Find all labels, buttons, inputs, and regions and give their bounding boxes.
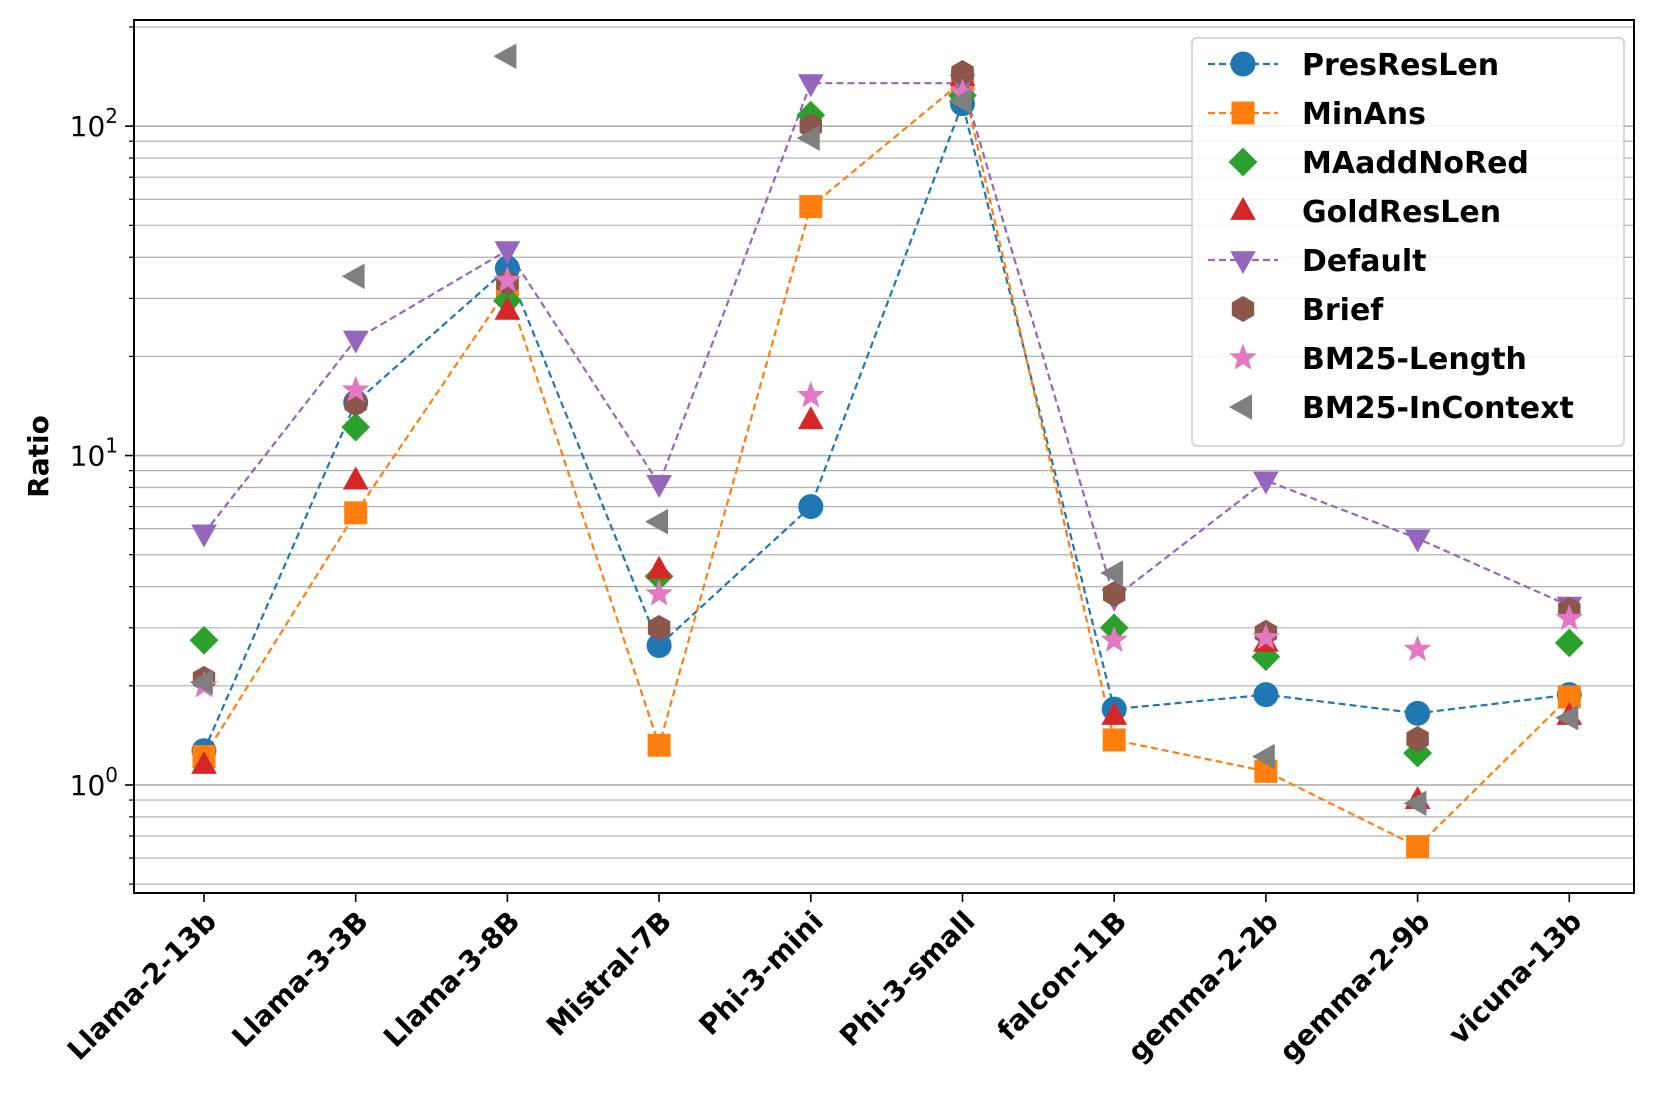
series-line-minans <box>203 79 1571 848</box>
point-bm25-length-llama-3-3b <box>341 375 370 402</box>
point-bm25-length-phi-3-mini <box>797 381 825 408</box>
legend-label: BM25-Length <box>1302 342 1527 377</box>
point-bm25-length-falcon-11b <box>1100 625 1128 652</box>
legend-label: MinAns <box>1302 97 1426 132</box>
legend-item-presreslen: PresResLen <box>1208 48 1499 83</box>
markers <box>189 43 1584 859</box>
point-maaddnored-vicuna-13b <box>1554 628 1584 658</box>
plot-frame <box>133 19 1635 894</box>
point-minans-falcon-11b <box>1102 728 1126 752</box>
point-goldreslen-llama-3-8b <box>494 296 521 320</box>
point-goldreslen-mistral-7b <box>646 555 672 579</box>
point-minans-mistral-7b <box>647 733 671 757</box>
point-goldreslen-llama-2-13b <box>191 750 217 774</box>
point-default-llama-2-13b <box>191 524 217 548</box>
y-tick-label: 102 <box>70 104 118 143</box>
point-bm25-incontext-gemma-2-9b <box>1403 790 1427 817</box>
legend-item-bm25-incontext: BM25-InContext <box>1228 391 1574 426</box>
legend-marker-goldreslen <box>1230 196 1256 220</box>
point-presreslen-phi-3-mini <box>798 494 824 520</box>
legend-item-maaddnored: MAaddNoRed <box>1228 146 1529 181</box>
point-bm25-incontext-llama-3-3b <box>341 263 365 290</box>
y-axis-ticks: 100 101 102 <box>70 26 134 885</box>
point-goldreslen-phi-3-mini <box>797 406 824 430</box>
point-bm25-length-mistral-7b <box>645 579 673 606</box>
point-bm25-length-gemma-2-9b <box>1403 634 1432 662</box>
point-minans-phi-3-mini <box>799 195 823 219</box>
point-bm25-incontext-mistral-7b <box>645 508 668 535</box>
point-minans-llama-3-3b <box>344 501 368 525</box>
legend-label: Brief <box>1302 293 1384 328</box>
legend-marker-minans <box>1231 101 1255 125</box>
legend-item-brief: Brief <box>1231 293 1384 328</box>
point-brief-gemma-2-9b <box>1406 726 1429 752</box>
legend-item-minans: MinAns <box>1208 97 1426 132</box>
point-default-gemma-2-2b <box>1253 471 1279 495</box>
legend-item-bm25-length: BM25-Length <box>1229 342 1527 377</box>
series-line-default <box>203 82 1570 607</box>
legend-label: GoldResLen <box>1302 195 1501 230</box>
legend-label: PresResLen <box>1302 48 1499 83</box>
legend-item-default: Default <box>1208 244 1427 279</box>
legend-marker-bm25-incontext <box>1228 394 1252 420</box>
y-axis-label: Ratio <box>22 415 55 498</box>
point-bm25-incontext-vicuna-13b <box>1555 704 1579 731</box>
point-default-llama-3-3b <box>342 330 369 354</box>
point-bm25-length-vicuna-13b <box>1555 604 1584 631</box>
legend-marker-default <box>1230 251 1256 275</box>
point-maaddnored-gemma-2-9b <box>1403 738 1433 768</box>
legend-box <box>1191 37 1625 447</box>
point-minans-gemma-2-9b <box>1406 835 1430 859</box>
point-bm25-incontext-gemma-2-2b <box>1251 743 1275 770</box>
point-default-phi-3-mini <box>797 74 824 98</box>
point-goldreslen-falcon-11b <box>1101 701 1128 725</box>
legend: PresResLen MinAns MAaddNoRed GoldResLen Defa… <box>1191 37 1625 447</box>
point-default-mistral-7b <box>646 475 672 499</box>
point-maaddnored-llama-2-13b <box>189 625 219 655</box>
series-line-presreslen <box>202 100 1570 752</box>
point-bm25-length-llama-3-8b <box>493 266 522 293</box>
y-tick-label: 101 <box>70 434 118 473</box>
point-bm25-incontext-phi-3-mini <box>796 125 820 151</box>
point-bm25-length-gemma-2-2b <box>1252 623 1280 650</box>
point-brief-mistral-7b <box>647 614 671 641</box>
legend-marker-brief <box>1231 296 1255 322</box>
legend-item-goldreslen: GoldResLen <box>1230 195 1501 230</box>
point-bm25-incontext-llama-3-8b <box>493 43 517 70</box>
legend-label: MAaddNoRed <box>1302 146 1529 181</box>
point-bm25-incontext-llama-2-13b <box>189 669 213 696</box>
series-lines <box>202 79 1571 848</box>
legend-label: Default <box>1302 244 1427 279</box>
point-bm25-incontext-falcon-11b <box>1100 560 1124 586</box>
point-brief-falcon-11b <box>1103 581 1126 607</box>
legend-marker-maaddnored <box>1228 147 1258 177</box>
point-bm25-incontext-phi-3-small <box>948 88 972 115</box>
point-presreslen-gemma-2-9b <box>1405 700 1431 726</box>
point-goldreslen-llama-3-3b <box>342 466 369 490</box>
point-default-llama-3-8b <box>494 241 521 265</box>
point-default-gemma-2-9b <box>1404 529 1431 553</box>
legend-marker-bm25-length <box>1229 343 1257 370</box>
legend-marker-presreslen <box>1230 51 1256 77</box>
point-presreslen-gemma-2-2b <box>1253 682 1279 708</box>
legend-label: BM25-InContext <box>1302 391 1574 426</box>
y-tick-label: 100 <box>70 763 118 802</box>
point-maaddnored-llama-3-3b <box>341 412 371 442</box>
